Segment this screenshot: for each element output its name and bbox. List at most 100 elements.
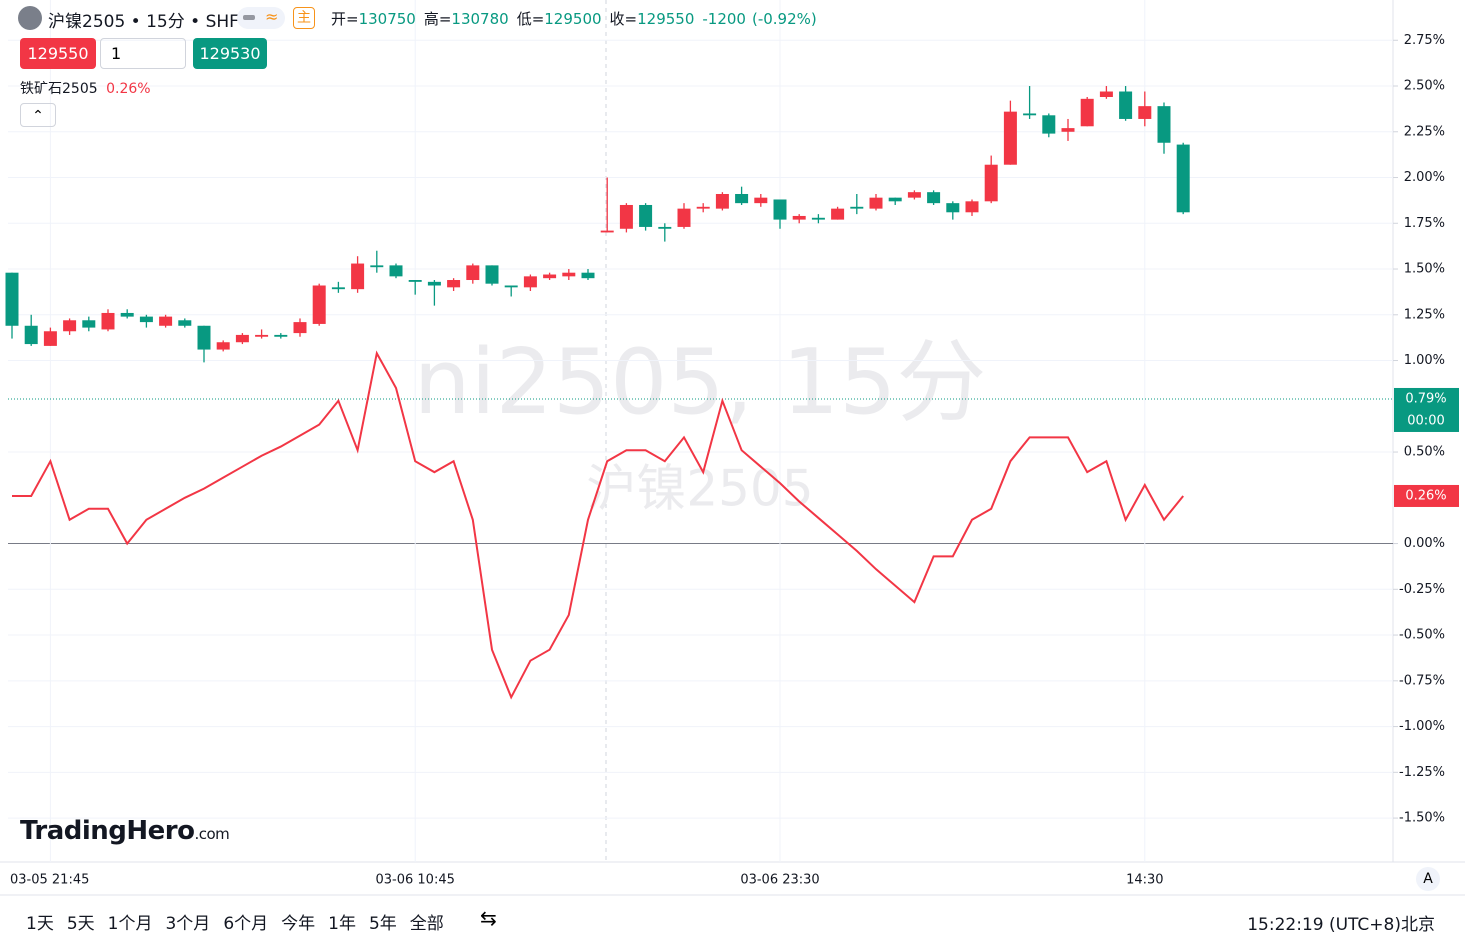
candle-body [235, 334, 249, 343]
interval: 15分 [146, 12, 185, 32]
status-icon [243, 15, 255, 20]
candle-body [159, 316, 173, 326]
replay-icon[interactable]: ⇆ [480, 906, 497, 930]
y-tick-label: 2.50% [1404, 79, 1445, 94]
ohlc-value: 130780 [451, 10, 509, 28]
range-bar: 1天 5天 1个月 3个月 6个月 今年 1年 5年 全部 [26, 909, 457, 934]
candle-body [370, 265, 384, 268]
candle-body [792, 215, 806, 220]
price-countdown: 00:00 [1407, 413, 1444, 428]
range-button[interactable]: 5年 [368, 914, 397, 934]
buy-button[interactable]: 129530 [193, 38, 267, 69]
candle-body [120, 312, 134, 317]
separator: • [130, 12, 141, 32]
y-tick-label: 0.50% [1404, 445, 1445, 460]
compare-line [12, 350, 1184, 700]
compare-legend: 铁矿石2505 0.26% [20, 78, 151, 98]
candle-body [927, 192, 941, 204]
ohlc-legend: 开=130750 高=130780 低=129500 收=129550 -1200 (-0… [331, 8, 817, 29]
range-button[interactable]: 1天 [26, 914, 54, 934]
ohlc-label: 低= [516, 10, 545, 28]
y-tick-label: -1.50% [1399, 811, 1445, 826]
quantity-input[interactable]: 1 [100, 38, 186, 69]
ohlc-label: 收= [609, 10, 638, 28]
candle-body [581, 272, 595, 279]
candle-body [1080, 98, 1094, 127]
watermark: 沪镍2505 [586, 460, 813, 518]
compare-value: 0.26% [106, 81, 151, 97]
candle-body [715, 193, 729, 209]
watermark: ni2505, 15分 [414, 330, 987, 435]
logo: TradingHero.com [20, 816, 230, 846]
candle-body [754, 197, 768, 204]
range-button[interactable]: 今年 [281, 914, 316, 934]
candle-body [485, 265, 499, 284]
y-tick-label: -1.00% [1399, 719, 1445, 734]
logo-name: TradingHero [20, 816, 195, 846]
x-tick-label: 03-05 21:45 [10, 873, 89, 888]
symbol: 沪镍2505 [48, 12, 126, 32]
symbol-icon [18, 6, 42, 30]
candle-body [331, 287, 345, 290]
candle-body [5, 272, 19, 326]
candle-body [735, 193, 749, 204]
candle-body [984, 164, 998, 202]
change: -1200 [702, 10, 746, 28]
candle-body [907, 192, 921, 198]
candle-body [869, 197, 883, 209]
auto-scale[interactable]: A [1416, 867, 1440, 891]
candle-body [312, 285, 326, 324]
candle-body [24, 325, 38, 345]
candle-body [1176, 144, 1190, 213]
y-tick-label: 1.75% [1404, 216, 1445, 231]
candle-body [255, 334, 269, 337]
candle-body [1061, 128, 1075, 132]
candle-body [1099, 91, 1113, 97]
status-icon: ≈ [265, 7, 279, 26]
candle-body [811, 217, 825, 220]
candle-body [504, 285, 518, 288]
candle-body [696, 206, 710, 209]
candle-body [946, 203, 960, 213]
change-pct: (-0.92%) [751, 10, 817, 28]
candle-body [1157, 106, 1171, 143]
y-tick-label: 2.25% [1404, 124, 1445, 139]
candle-body [677, 208, 691, 227]
y-tick-label: 0.00% [1404, 536, 1445, 551]
separator: • [190, 12, 201, 32]
candle-body [63, 320, 77, 332]
status-pill: ≈ [237, 7, 285, 29]
range-button[interactable]: 全部 [409, 914, 444, 934]
clock: 15:22:19 (UTC+8)北京 [1247, 915, 1435, 935]
range-button[interactable]: 5天 [66, 914, 95, 934]
candle-body [773, 199, 787, 220]
x-tick-label: 03-06 10:45 [376, 873, 455, 888]
candle-body [351, 263, 365, 290]
candle-body [408, 280, 422, 282]
ohlc-label: 高= [423, 10, 452, 28]
range-button[interactable]: 6个月 [223, 914, 269, 934]
ohlc-value: 130750 [358, 10, 416, 28]
candle-body [389, 265, 403, 277]
compare-badge [1394, 484, 1459, 507]
candle-body [523, 276, 537, 288]
grid [8, 0, 1393, 862]
candle-body [831, 208, 845, 220]
y-tick-label: 1.25% [1404, 307, 1445, 322]
candle-body [850, 206, 864, 209]
range-button[interactable]: 1个月 [107, 914, 153, 934]
candle-body [1003, 111, 1017, 165]
candle-body [216, 342, 230, 350]
candle-body [178, 320, 192, 326]
candle-body [639, 204, 653, 227]
symbol-line[interactable]: 沪镍2505 • 15分 • SHF [48, 7, 239, 32]
range-button[interactable]: 3个月 [165, 914, 211, 934]
y-tick-label: 2.75% [1404, 33, 1445, 48]
candle-body [274, 334, 288, 337]
exchange: SHF [205, 12, 239, 32]
collapse-button[interactable]: ⌃ [20, 103, 56, 127]
sell-button[interactable]: 129550 [20, 38, 96, 69]
candle-body [447, 280, 461, 288]
range-button[interactable]: 1年 [328, 914, 356, 934]
